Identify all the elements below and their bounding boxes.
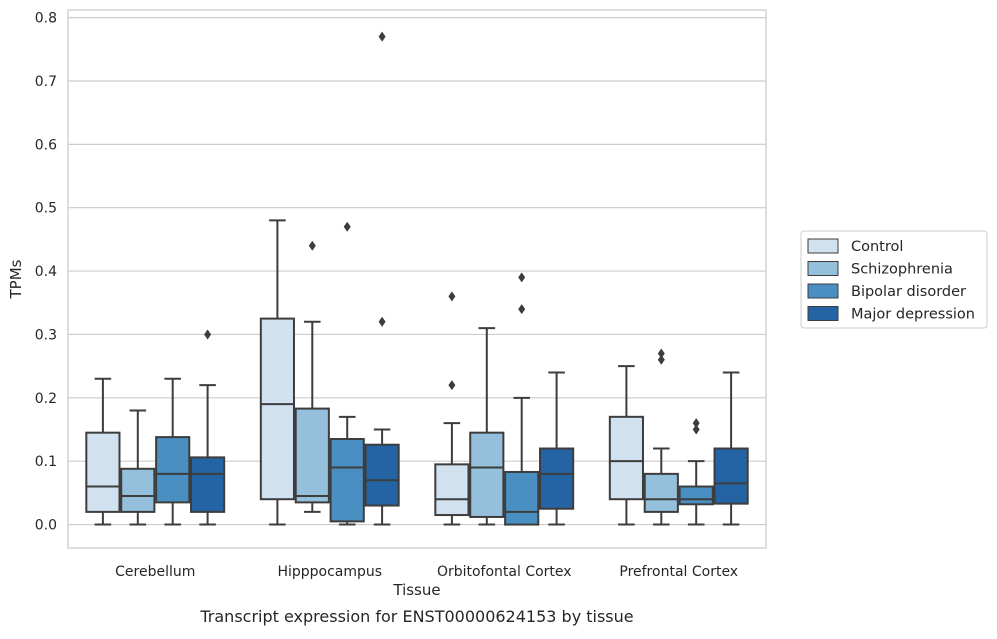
outlier-point [378, 31, 386, 42]
box-schizophrenia [120, 409, 156, 526]
x-tick-label: Cerebellum [115, 564, 195, 580]
box-schizophrenia [294, 240, 330, 513]
box-major-depression [539, 371, 575, 526]
outlier-point [657, 354, 665, 365]
box-bipolar-disorder [504, 272, 540, 526]
outlier-point [518, 304, 526, 315]
iqr-box [364, 443, 400, 507]
box-plot-marks [85, 31, 749, 526]
iqr-box [608, 415, 644, 501]
iqr-box [434, 463, 470, 517]
box-major-depression [364, 31, 400, 526]
box-major-depression [190, 329, 226, 526]
box-bipolar-disorder [329, 221, 365, 526]
outlier-point [657, 348, 665, 359]
y-tick-labels: 0.0 0.1 0.2 0.3 0.4 0.5 0.6 0.7 0.8 [35, 11, 57, 534]
iqr-box [120, 467, 156, 513]
outlier-point [308, 240, 316, 251]
box-schizophrenia [643, 348, 679, 526]
legend-swatch [807, 283, 839, 299]
y-tick-label: 0.2 [35, 391, 57, 407]
plot-area-frame [67, 9, 767, 549]
legend-frame [800, 230, 988, 329]
outlier-point [448, 380, 456, 391]
x-tick-labels: Cerebellum Hipppocampus Orbitofontal Corte… [115, 564, 738, 580]
outlier-point [692, 418, 700, 429]
iqr-box [155, 436, 191, 504]
legend: Control Schizophrenia Bipolar disorder Majo… [800, 230, 988, 329]
box-major-depression [713, 371, 749, 526]
y-tick-label: 0.7 [35, 74, 57, 90]
y-tick-label: 0.5 [35, 201, 57, 217]
iqr-box [329, 438, 365, 523]
chart-caption: Transcript expression for ENST0000062415… [199, 607, 633, 626]
outlier-point [343, 221, 351, 232]
outlier-point [692, 424, 700, 435]
box-control [259, 219, 295, 526]
iqr-box [294, 407, 330, 504]
iqr-box [190, 456, 226, 513]
y-tick-label: 0.4 [35, 264, 57, 280]
iqr-box [469, 431, 505, 518]
x-tick-label: Hipppocampus [277, 564, 382, 580]
legend-label: Control [851, 239, 903, 255]
y-tick-label: 0.6 [35, 137, 57, 153]
iqr-box [713, 447, 749, 505]
x-axis-label: Tissue [392, 581, 440, 599]
y-axis-label: TPMs [7, 259, 25, 299]
legend-label: Bipolar disorder [851, 284, 966, 300]
box-control [85, 377, 121, 526]
y-tick-label: 0.1 [35, 454, 57, 470]
iqr-box [504, 470, 540, 526]
legend-swatch [807, 306, 839, 321]
box-bipolar-disorder [155, 377, 191, 526]
legend-swatch [807, 261, 839, 276]
iqr-box [643, 472, 679, 513]
iqr-box [85, 431, 121, 513]
outlier-point [448, 291, 456, 302]
outlier-point [204, 329, 212, 340]
outlier-point [518, 272, 526, 283]
box-control [608, 365, 644, 526]
legend-swatch [807, 238, 839, 254]
box-schizophrenia [469, 327, 505, 526]
legend-label: Major depression [851, 307, 975, 323]
iqr-box [259, 317, 295, 501]
iqr-box [678, 485, 714, 506]
box-control [434, 291, 470, 526]
iqr-box [539, 447, 575, 510]
y-tick-label: 0.0 [35, 518, 57, 534]
y-tick-label: 0.8 [35, 11, 57, 27]
legend-label: Schizophrenia [851, 262, 953, 278]
y-tick-label: 0.3 [35, 327, 57, 343]
outlier-point [378, 316, 386, 327]
x-tick-label: Orbitofontal Cortex [437, 564, 572, 580]
box-bipolar-disorder [678, 418, 714, 526]
x-tick-label: Prefrontal Cortex [619, 564, 738, 580]
